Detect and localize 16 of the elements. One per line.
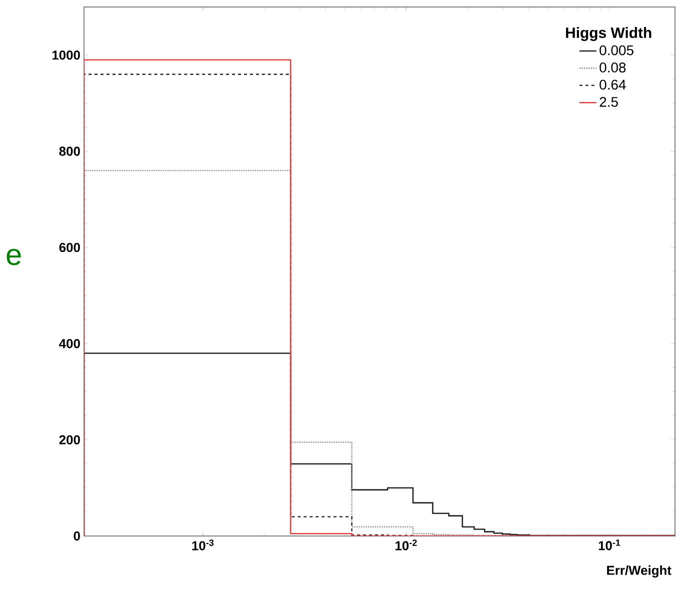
y-tick-label: 0 — [74, 531, 80, 541]
x-tick-label: 10$^{-1}$ — [598, 540, 620, 550]
y-tick-label: 600 — [59, 242, 80, 252]
text: e — [6, 248, 21, 266]
y-tick-label: 800 — [59, 146, 80, 156]
legend-label: 0.08 — [600, 62, 626, 72]
y-tick-label: 1000 — [52, 50, 80, 60]
x-axis-title: Err/Weight — [607, 565, 672, 578]
x-tick-label: 10$^{-3}$ — [192, 540, 214, 550]
x-tick-label: 10$^{-2}$ — [396, 540, 417, 550]
y-tick-label: 200 — [59, 435, 80, 444]
legend-title: Higgs Width — [566, 27, 652, 42]
y-tick-label: 400 — [59, 339, 80, 348]
legend-label: 0.005 — [600, 45, 634, 56]
legend-label: 2.5 — [600, 96, 618, 107]
legend-label: 0.64 — [600, 80, 626, 90]
